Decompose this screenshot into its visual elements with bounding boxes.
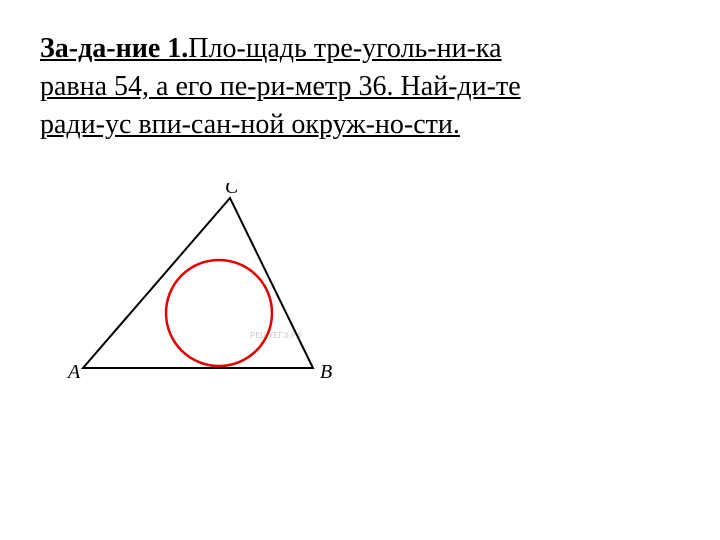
task-text: За-да-ние 1.Пло-щадь тре-уголь-ни-ка рав… xyxy=(40,30,680,143)
task-body-3: ради-ус впи-сан-ной окруж-но-сти. xyxy=(40,109,460,140)
svg-text:РЕШУЕГЭ.РФ: РЕШУЕГЭ.РФ xyxy=(250,331,302,340)
triangle-figure: РЕШУЕГЭ.РФ A B C xyxy=(65,183,680,393)
task-body-2: равна 54, а его пе-ри-метр 36. Най-ди-те xyxy=(40,71,521,102)
task-label: За-да-ние 1. xyxy=(40,33,188,64)
svg-text:C: C xyxy=(225,183,239,198)
task-body-1: Пло-щадь тре-уголь-ни-ка xyxy=(188,33,501,64)
triangle-svg: РЕШУЕГЭ.РФ A B C xyxy=(65,183,355,393)
svg-text:B: B xyxy=(320,361,332,383)
svg-text:A: A xyxy=(66,361,81,383)
